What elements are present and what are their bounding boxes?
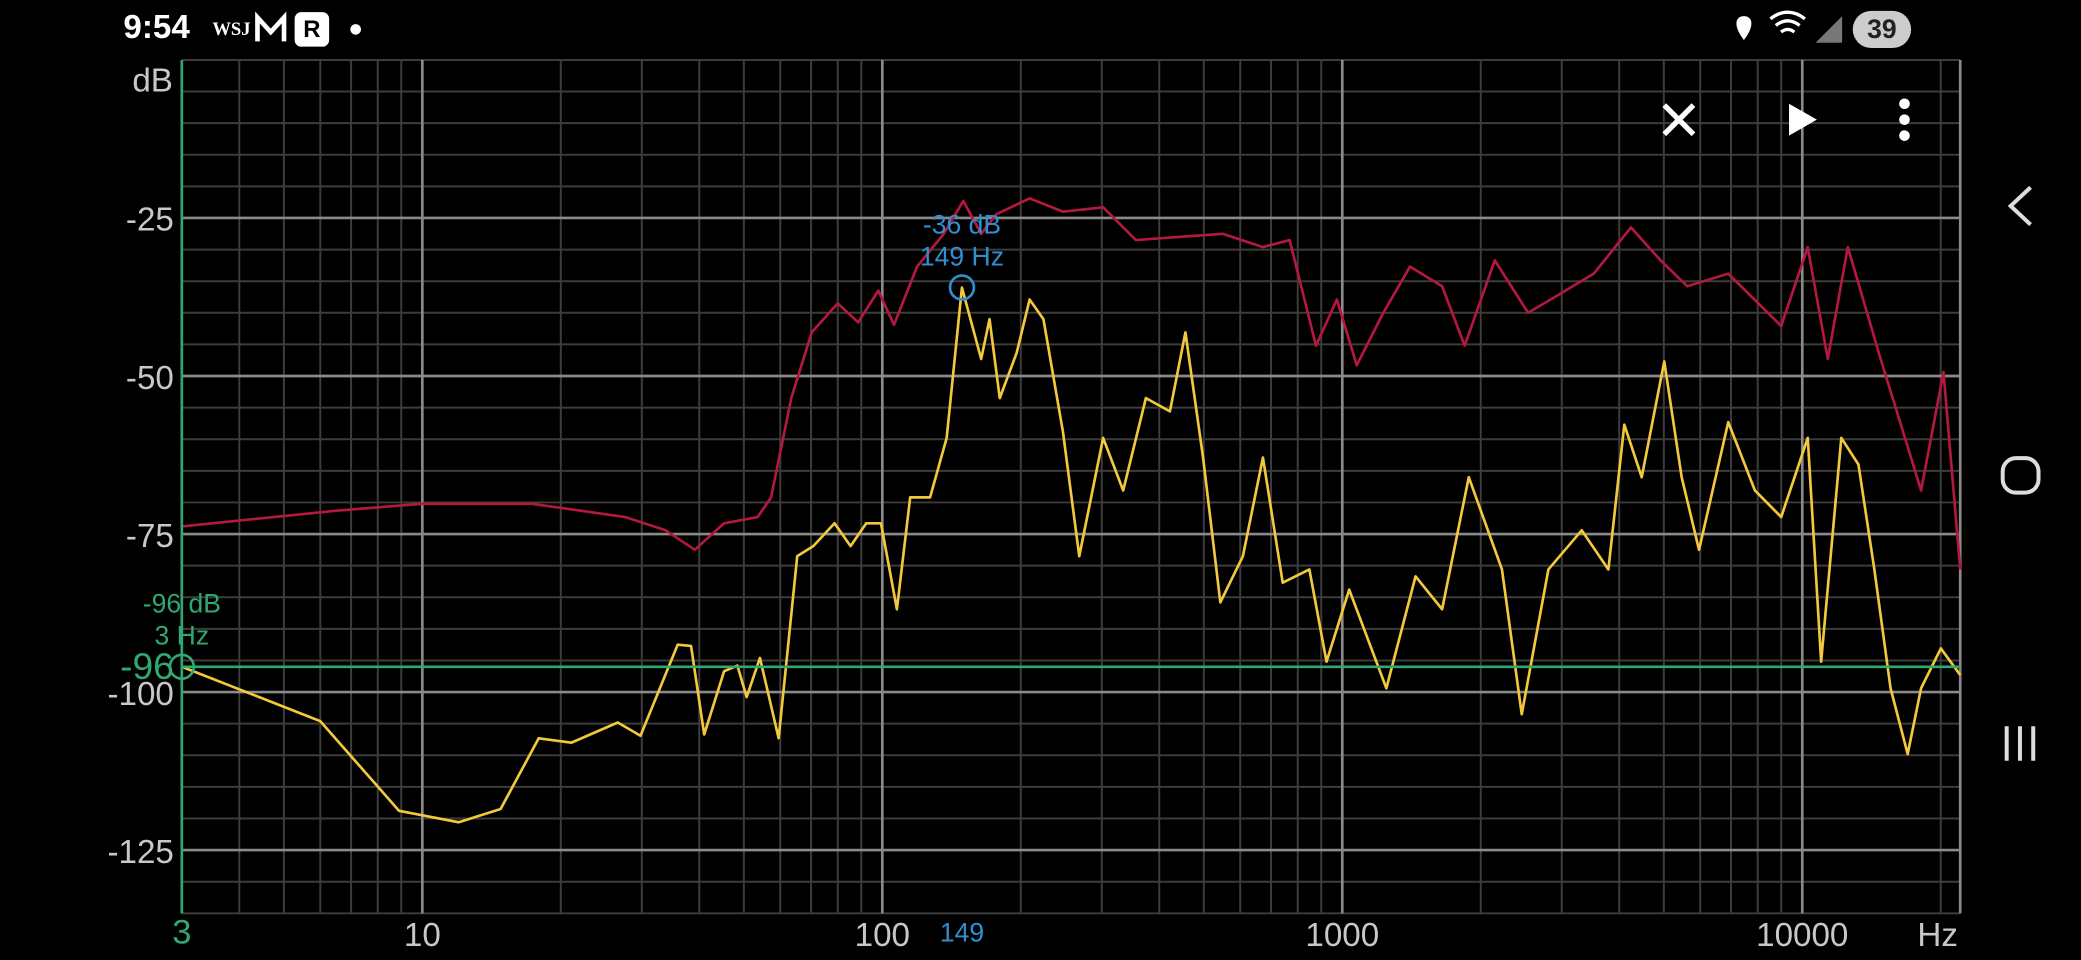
cursor-value-label: -36 dB [923,209,1001,239]
play-button[interactable] [1789,103,1817,136]
x-tick-label: 1000 [1305,917,1379,954]
battery-icon [1852,10,1912,49]
signal-icon [1815,16,1843,43]
y-tick-label: -125 [107,834,173,871]
spectrum-line [181,197,1962,570]
y-tick-label: -100 [107,676,173,713]
cursor-frequency-label: 149 Hz [920,241,1004,271]
cursor-y-label: -96 [120,645,174,687]
toolbar [1662,98,1910,141]
recents-button[interactable] [2004,726,2036,761]
plot [168,59,1962,914]
y-tick-label: -25 [126,202,174,239]
location-icon [1736,16,1752,41]
y-tick-label: -50 [126,360,174,397]
clock: 9:54 [123,9,190,46]
close-button[interactable] [1662,103,1696,137]
grid [180,58,1962,915]
status-bar: 9:54 WSJ R 39 [123,9,1912,49]
back-button[interactable] [2007,185,2032,226]
app-icon: WSJ [212,19,250,40]
battery-level: 39 [1867,14,1897,44]
more-button[interactable] [1899,98,1910,141]
spectrum-line [181,286,1962,824]
home-button[interactable] [2000,456,2041,495]
cursor-x-label: 3 [172,914,191,952]
x-tick-label: 10000 [1756,917,1848,954]
cursor-marker [948,274,976,301]
cursor-value-label: -96 dB [143,589,221,619]
cursor-x-label: 149 [940,918,984,948]
notification-dot [350,24,361,35]
y-tick-label: -75 [126,518,174,555]
app-icon: R [303,16,320,43]
y-axis-label: dB [132,62,173,99]
x-tick-label: 100 [855,917,910,954]
x-tick-label: 10 [404,917,441,954]
x-axis-label: Hz [1917,917,1958,954]
labels: 10 100 1000 10000 -25 -50 -75 -100 -125 dB Hz -36 d… [107,62,1957,954]
cursor-marker [168,653,196,681]
mail-icon [255,11,287,42]
navigation-bar [2000,185,2041,761]
wifi-icon [1769,10,1806,34]
app-icon-box [294,12,330,47]
cursor-frequency-label: 3 Hz [155,621,210,651]
